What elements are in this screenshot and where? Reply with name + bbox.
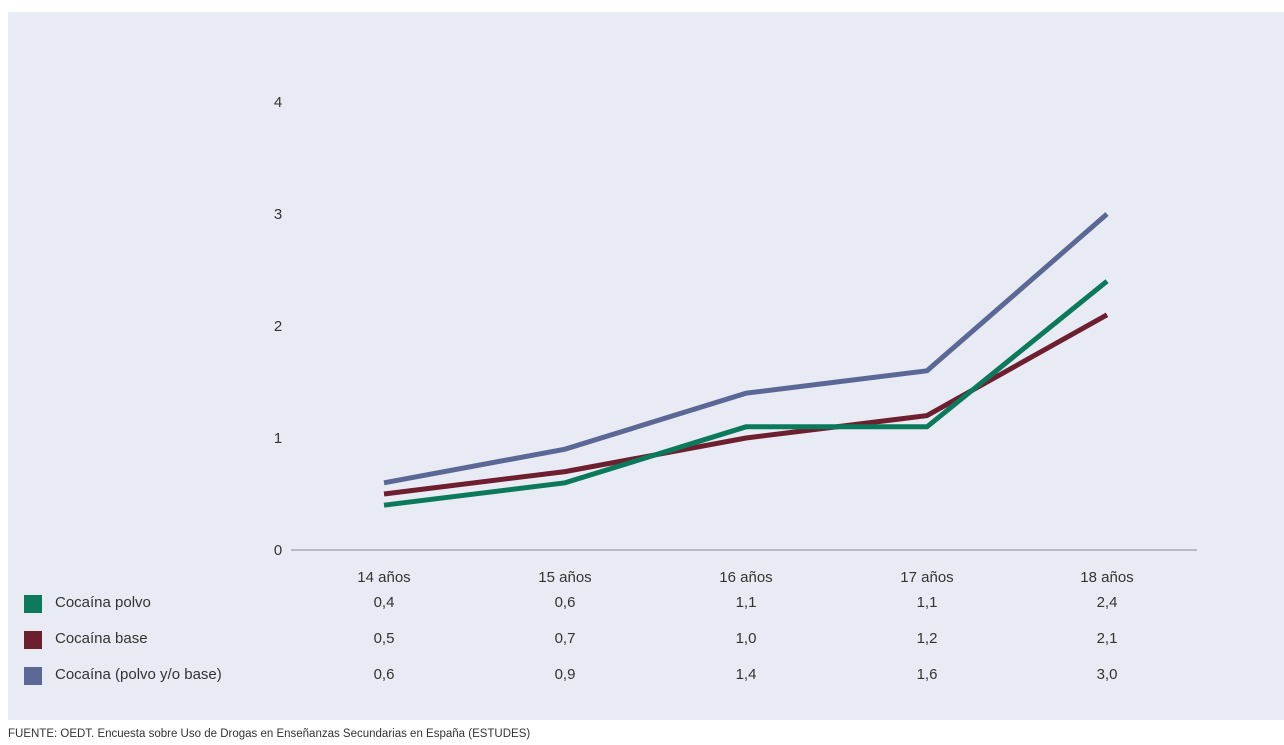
chart-panel bbox=[8, 12, 1284, 720]
legend-label: Cocaína (polvo y/o base) bbox=[55, 666, 222, 683]
data-label: 0,9 bbox=[554, 666, 576, 683]
legend-row: Cocaína base 0,5 0,7 1,0 1,2 2,1 bbox=[0, 628, 1284, 652]
data-label: 1,1 bbox=[735, 594, 757, 611]
y-tick-label: 2 bbox=[274, 318, 282, 335]
data-label: 1,1 bbox=[916, 594, 938, 611]
legend-swatch bbox=[24, 667, 42, 685]
data-label: 2,4 bbox=[1096, 594, 1118, 611]
data-label: 1,4 bbox=[735, 666, 757, 683]
data-label: 0,6 bbox=[373, 666, 395, 683]
legend-row: Cocaína polvo 0,4 0,6 1,1 1,1 2,4 bbox=[0, 592, 1284, 616]
data-label: 0,7 bbox=[554, 630, 576, 647]
series-line-2 bbox=[383, 212, 1109, 486]
data-label: 2,1 bbox=[1096, 630, 1118, 647]
data-label: 3,0 bbox=[1096, 666, 1118, 683]
data-label: 0,4 bbox=[373, 594, 395, 611]
legend-label: Cocaína base bbox=[55, 630, 148, 647]
data-label: 1,2 bbox=[916, 630, 938, 647]
legend-swatch bbox=[24, 595, 42, 613]
x-tick-label: 14 años bbox=[357, 569, 410, 586]
x-tick-label: 15 años bbox=[538, 569, 591, 586]
y-tick-label: 1 bbox=[274, 430, 282, 447]
x-tick-label: 18 años bbox=[1080, 569, 1133, 586]
series-line-1 bbox=[383, 312, 1109, 497]
x-tick-label: 17 años bbox=[900, 569, 953, 586]
y-tick-label: 3 bbox=[274, 206, 282, 223]
data-label: 1,0 bbox=[735, 630, 757, 647]
legend-label: Cocaína polvo bbox=[55, 594, 151, 611]
y-tick-label: 0 bbox=[274, 542, 282, 559]
data-label: 0,6 bbox=[554, 594, 576, 611]
source-note: FUENTE: OEDT. Encuesta sobre Uso de Drog… bbox=[8, 728, 531, 740]
legend-row: Cocaína (polvo y/o base) 0,6 0,9 1,4 1,6 3,0 bbox=[0, 664, 1284, 688]
series-line-0 bbox=[383, 279, 1109, 508]
legend-swatch bbox=[24, 631, 42, 649]
data-label: 0,5 bbox=[373, 630, 395, 647]
x-tick-label: 16 años bbox=[719, 569, 772, 586]
y-tick-label: 4 bbox=[274, 94, 282, 111]
data-label: 1,6 bbox=[916, 666, 938, 683]
